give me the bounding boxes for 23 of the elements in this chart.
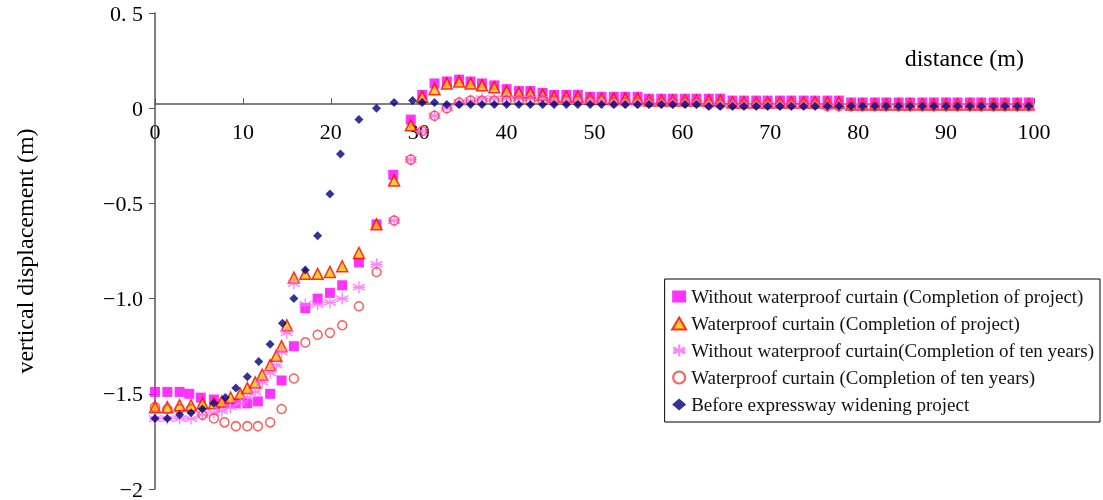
x-tick-label: 20 bbox=[319, 118, 342, 144]
y-tick-label: −2 bbox=[119, 476, 143, 500]
y-tick-label: −1.0 bbox=[103, 286, 143, 312]
x-tick-label: 50 bbox=[583, 118, 606, 144]
legend-label: Without waterproof curtain(Completion of ten years) bbox=[691, 340, 1094, 362]
y-tick-label: 0 bbox=[132, 95, 143, 121]
y-tick-label: −0.5 bbox=[103, 190, 143, 216]
x-axis-title: distance (m) bbox=[904, 45, 1024, 72]
legend-label: Waterproof curtain (Completion of project) bbox=[691, 313, 1020, 335]
x-tick-label: 100 bbox=[1017, 118, 1051, 144]
x-tick-label: 10 bbox=[231, 118, 254, 144]
legend-label: Before expressway widening project bbox=[691, 394, 970, 415]
x-tick-label: 40 bbox=[495, 118, 518, 144]
x-tick-label: 60 bbox=[671, 118, 694, 144]
x-tick-label: 80 bbox=[847, 118, 870, 144]
x-tick-label: 70 bbox=[759, 118, 782, 144]
y-tick-label: −1.5 bbox=[103, 381, 143, 407]
x-tick-label: 0 bbox=[149, 118, 161, 144]
y-axis-title: vertical displacement (m) bbox=[12, 128, 38, 374]
legend-label: Waterproof curtain (Completion of ten years) bbox=[691, 367, 1036, 389]
legend-label: Without waterproof curtain (Completion of project) bbox=[691, 286, 1084, 308]
x-tick-label: 90 bbox=[935, 118, 958, 144]
y-tick-label: 0. 5 bbox=[110, 0, 143, 26]
